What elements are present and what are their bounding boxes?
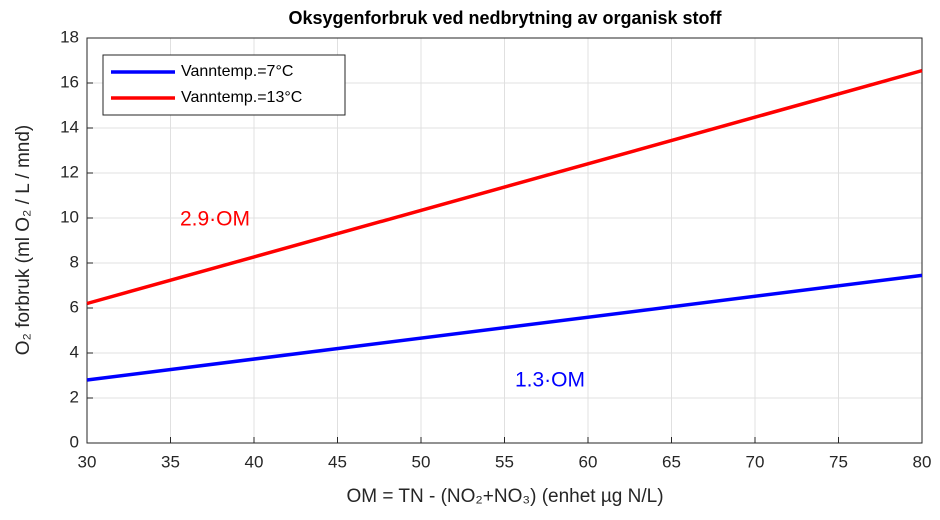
x-tick-label: 55 bbox=[495, 452, 514, 471]
x-tick-label: 70 bbox=[746, 452, 765, 471]
y-tick-label: 10 bbox=[60, 207, 79, 226]
legend-label: Vanntemp.=13°C bbox=[181, 89, 302, 106]
y-axis-label: O₂ forbruk (ml O₂ / L / mnd) bbox=[13, 125, 34, 355]
x-tick-label: 75 bbox=[829, 452, 848, 471]
x-tick-label: 50 bbox=[412, 452, 431, 471]
x-tick-label: 35 bbox=[161, 452, 180, 471]
annotation: 2.9·OM bbox=[180, 208, 250, 231]
line bbox=[86, 273, 923, 382]
x-tick-label: 80 bbox=[913, 452, 932, 471]
legend-label: Vanntemp.=7°C bbox=[181, 63, 293, 80]
annotation: 1.3·OM bbox=[515, 369, 585, 392]
x-tick-label: 60 bbox=[579, 452, 598, 471]
x-axis-label: OM = TN - (NO₂+NO₃) (enhet µg N/L) bbox=[346, 486, 663, 507]
y-tick-label: 2 bbox=[70, 387, 79, 406]
x-tick-label: 65 bbox=[662, 452, 681, 471]
x-tick-label: 40 bbox=[245, 452, 264, 471]
y-tick-label: 0 bbox=[70, 432, 79, 451]
y-tick-label: 4 bbox=[70, 342, 79, 361]
y-tick-label: 6 bbox=[70, 297, 79, 316]
y-tick-label: 16 bbox=[60, 72, 79, 91]
x-tick-label: 45 bbox=[328, 452, 347, 471]
y-tick-label: 12 bbox=[60, 162, 79, 181]
plot-frame bbox=[86, 37, 923, 444]
legend-box bbox=[102, 54, 346, 116]
chart-title: Oksygenforbruk ved nedbrytning av organi… bbox=[288, 8, 722, 28]
y-tick-label: 8 bbox=[70, 252, 79, 271]
line bbox=[86, 68, 923, 306]
x-tick-label: 30 bbox=[78, 452, 97, 471]
y-tick-label: 14 bbox=[60, 117, 79, 136]
y-tick-label: 18 bbox=[60, 27, 79, 46]
